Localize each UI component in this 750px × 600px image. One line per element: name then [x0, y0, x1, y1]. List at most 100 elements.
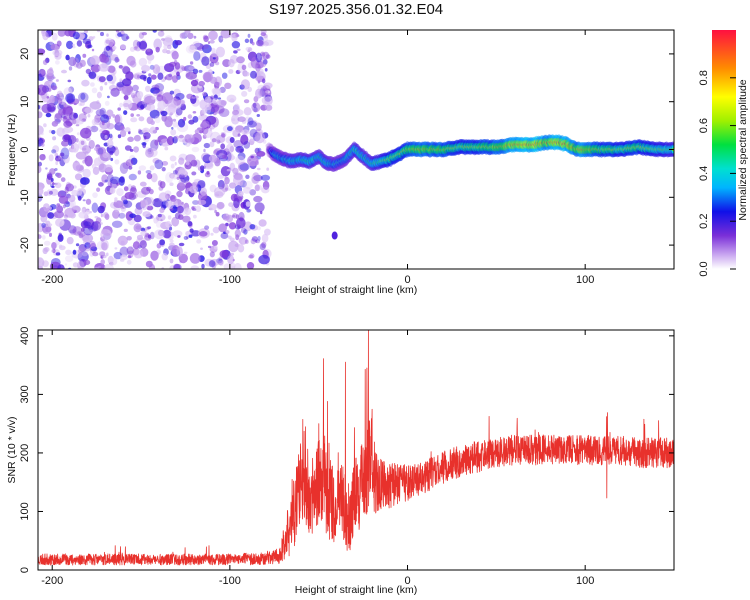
noise-blob [262, 85, 266, 89]
noise-blob [245, 201, 251, 207]
noise-blob [251, 176, 259, 184]
noise-blob [110, 178, 119, 189]
noise-blob [57, 234, 64, 242]
noise-blob [117, 134, 122, 139]
noise-blob [79, 59, 86, 67]
noise-blob [198, 80, 206, 87]
noise-blob [204, 225, 210, 230]
noise-blob [110, 87, 120, 97]
noise-blob [47, 223, 53, 227]
noise-blob [40, 132, 44, 136]
noise-blob [104, 179, 109, 183]
noise-blob [201, 44, 209, 49]
noise-blob [236, 48, 241, 51]
noise-blob [150, 120, 155, 125]
noise-blob [38, 133, 41, 140]
noise-blob [228, 202, 234, 208]
noise-blob [156, 94, 163, 102]
noise-blob [227, 126, 233, 132]
noise-blob [124, 145, 132, 151]
noise-blob [244, 239, 249, 244]
noise-blob [208, 30, 218, 41]
noise-blob [58, 205, 62, 211]
noise-blob [166, 136, 175, 146]
noise-blob [116, 58, 120, 62]
y-tick-label: 100 [19, 502, 31, 520]
noise-blob [248, 138, 255, 146]
noise-blob [42, 203, 50, 212]
noise-blob [38, 111, 43, 119]
noise-blob [212, 226, 220, 234]
noise-blob [264, 228, 271, 236]
noise-blob [105, 45, 111, 51]
noise-blob [185, 71, 197, 80]
noise-blob [166, 50, 171, 54]
noise-blob [199, 130, 203, 134]
noise-blob [154, 115, 161, 124]
noise-blob [225, 151, 232, 162]
noise-blob [132, 84, 139, 92]
noise-blob [188, 45, 198, 53]
noise-blob [262, 41, 269, 47]
noise-blob [231, 114, 240, 125]
noise-blob [210, 95, 215, 100]
colorbar-gradient [712, 30, 736, 269]
noise-blob [88, 71, 97, 79]
noise-blob [215, 46, 225, 58]
noise-blob [39, 154, 46, 161]
noise-blob [82, 199, 86, 202]
noise-blob [99, 251, 106, 257]
noise-blob [90, 63, 101, 73]
noise-blob [106, 74, 113, 82]
noise-blob [214, 245, 218, 250]
noise-blob [171, 126, 174, 130]
noise-blob [191, 206, 195, 210]
noise-blob [38, 264, 42, 269]
noise-blob [98, 182, 104, 187]
noise-blob [138, 165, 147, 171]
noise-blob [182, 215, 191, 223]
noise-blob [214, 76, 222, 87]
noise-blob [106, 123, 115, 130]
noise-blob [157, 213, 162, 218]
noise-blob [146, 205, 154, 211]
noise-blob [149, 64, 155, 70]
noise-blob [77, 188, 83, 196]
snr-y-label: SNR (10 * v/v) [6, 416, 18, 483]
noise-blob [211, 138, 217, 143]
noise-blob [75, 151, 87, 160]
spectrogram-y-axis: -20 -10 0 10 20 [19, 48, 674, 253]
noise-blob [139, 240, 147, 249]
noise-blob [167, 215, 172, 220]
noise-blob [228, 240, 239, 253]
noise-blob [68, 195, 76, 203]
noise-blob [59, 152, 65, 157]
noise-blob [229, 252, 235, 256]
noise-blob [95, 109, 105, 117]
noise-blob [118, 65, 123, 69]
noise-blob [78, 92, 89, 103]
noise-blob [162, 37, 174, 47]
noise-blob [251, 102, 261, 113]
noise-blob [208, 154, 217, 163]
noise-blob [77, 251, 89, 263]
noise-blob [89, 101, 102, 110]
y-tick-label: 20 [19, 48, 31, 60]
noise-blob [254, 202, 265, 213]
noise-blob [158, 192, 169, 202]
noise-blob [64, 186, 69, 194]
noise-blob [175, 107, 183, 116]
noise-blob [41, 103, 52, 114]
noise-blob [197, 199, 207, 206]
noise-blob [126, 246, 134, 255]
noise-blob [62, 204, 66, 209]
noise-blob [99, 85, 104, 91]
noise-blob [72, 43, 75, 47]
noise-blob [227, 255, 235, 265]
noise-blob [215, 61, 220, 66]
noise-blob [114, 114, 121, 124]
noise-blob [142, 127, 150, 134]
noise-blob [243, 221, 253, 232]
noise-blob [226, 94, 237, 103]
noise-blob [91, 124, 96, 131]
